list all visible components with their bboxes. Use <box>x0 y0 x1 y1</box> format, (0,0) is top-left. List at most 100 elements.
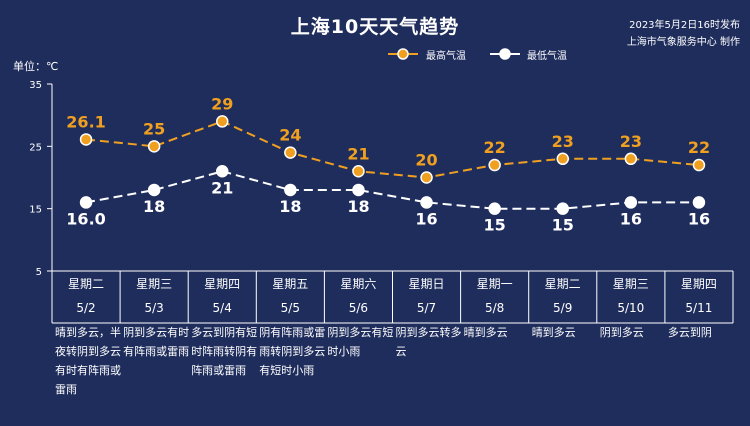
weekday-label: 星期四 <box>680 277 717 291</box>
weather-description: 阴到多云转多云 <box>395 326 462 358</box>
y-tick-label: 25 <box>29 142 42 153</box>
y-tick-label: 5 <box>36 267 42 278</box>
day-header: 星期一 5/8 <box>461 272 528 320</box>
chart-legend <box>388 48 520 60</box>
day-header: 星期二 5/2 <box>53 272 120 320</box>
chart-data-labels: 26.1 25 29 24 21 20 22 23 23 22 16.0 18 21 18 18 16 15 15… <box>66 94 710 234</box>
high-temp-label: 24 <box>279 126 301 145</box>
low-temp-label: 16 <box>415 209 437 228</box>
date-label: 5/10 <box>617 301 645 315</box>
weekday-label: 星期三 <box>136 277 173 291</box>
day-header: 星期日 5/7 <box>393 272 460 320</box>
low-temp-label: 18 <box>347 197 369 216</box>
chart-series <box>85 120 699 210</box>
weather-description: 阴到多云有短时小雨 <box>327 326 394 358</box>
low-temp-point <box>556 202 569 215</box>
low-temp-point <box>147 183 161 197</box>
low-temp-label: 18 <box>143 197 165 216</box>
high-temp-point <box>216 115 229 128</box>
unit-label: 单位：℃ <box>13 60 59 73</box>
low-temp-point <box>692 196 706 209</box>
high-temp-label: 25 <box>143 119 165 138</box>
low-temp-label: 16 <box>688 209 710 228</box>
date-label: 5/3 <box>144 301 164 315</box>
high-temp-point <box>556 152 569 166</box>
weather-description: 晴到多云 <box>463 326 508 339</box>
legend-high-marker <box>397 48 409 60</box>
high-temp-label: 26.1 <box>66 112 105 131</box>
low-temp-label: 16.0 <box>66 209 105 228</box>
legend-low-marker <box>499 48 511 60</box>
weekday-label: 星期二 <box>544 277 581 291</box>
high-temp-point <box>352 165 365 178</box>
day-header: 星期四 5/4 <box>189 272 256 320</box>
legend-high-label: 最高气温 <box>426 51 466 62</box>
high-temp-point <box>624 152 638 166</box>
high-temp-label: 20 <box>415 151 437 170</box>
weather-description: 多云到阴 <box>667 326 712 339</box>
low-temp-line <box>85 170 699 210</box>
low-temp-point <box>624 196 638 209</box>
high-temp-label: 23 <box>620 132 642 151</box>
day-header: 星期三 5/10 <box>597 272 664 320</box>
page-title: 上海10天天气趋势 <box>290 16 460 38</box>
low-temp-label: 15 <box>552 216 574 235</box>
date-label: 5/5 <box>280 301 300 315</box>
weather-description: 晴到多云 <box>531 326 576 339</box>
high-temp-label: 23 <box>552 132 574 151</box>
date-label: 5/9 <box>553 301 573 315</box>
high-temp-point <box>147 140 161 153</box>
low-temp-label: 18 <box>279 197 301 216</box>
high-temp-point <box>79 133 93 146</box>
high-temp-line <box>85 120 699 179</box>
weather-description: 阴到多云有时有阵雨或雷雨 <box>123 326 190 358</box>
date-label: 5/8 <box>484 301 505 315</box>
high-temp-point <box>488 158 501 172</box>
y-tick-label: 15 <box>29 205 42 216</box>
publish-info: 2023年5月2日16时发布 上海市气象服务中心 制作 <box>627 17 740 51</box>
low-temp-label: 21 <box>211 178 233 197</box>
weekday-label: 星期一 <box>476 277 513 291</box>
date-label: 5/2 <box>76 301 96 315</box>
date-label: 5/6 <box>348 301 369 315</box>
day-header: 星期六 5/6 <box>325 272 392 320</box>
weekday-label: 星期四 <box>204 277 241 291</box>
weekday-label: 星期日 <box>408 277 445 291</box>
publish-time: 2023年5月2日16时发布 <box>629 20 740 31</box>
weekday-label: 星期二 <box>67 277 104 291</box>
high-temp-point <box>284 146 297 159</box>
weather-description: 多云到阴有短时阵雨转阴有阵雨或雷雨 <box>191 326 258 377</box>
date-label: 5/4 <box>212 301 232 315</box>
high-temp-point <box>420 171 433 184</box>
chart-axes: 5 15 25 35 <box>29 80 734 324</box>
high-temp-label: 21 <box>347 144 369 163</box>
legend-low-label: 最低气温 <box>527 51 567 62</box>
low-temp-point <box>420 196 433 209</box>
weather-description: 阴有阵雨或雷雨转阴到多云有短时小雨 <box>259 326 326 377</box>
low-temp-point <box>79 196 93 209</box>
day-header: 星期五 5/5 <box>257 272 324 320</box>
low-temp-label: 15 <box>484 216 506 235</box>
high-temp-label: 22 <box>484 138 506 157</box>
low-temp-point <box>284 183 297 197</box>
low-temp-point <box>352 183 365 197</box>
low-temp-label: 16 <box>620 209 642 228</box>
high-temp-label: 22 <box>688 138 710 157</box>
high-temp-point <box>692 158 706 172</box>
weekday-label: 星期六 <box>340 277 377 291</box>
low-temp-point <box>488 202 501 215</box>
day-header: 星期三 5/3 <box>121 272 188 320</box>
producer-label: 上海市气象服务中心 制作 <box>626 37 740 48</box>
weekday-label: 星期五 <box>272 277 309 291</box>
high-temp-label: 29 <box>211 94 233 113</box>
date-label: 5/11 <box>685 301 713 315</box>
weather-description: 阴到多云 <box>599 326 644 339</box>
chart-points <box>79 115 706 215</box>
date-label: 5/7 <box>416 301 437 315</box>
weather-description: 晴到多云，半夜转阴到多云有时有阵雨或雷雨 <box>55 326 121 396</box>
weekday-label: 星期三 <box>612 277 649 291</box>
day-header: 星期四 5/11 <box>665 272 732 320</box>
y-tick-label: 35 <box>29 80 42 91</box>
day-header: 星期二 5/9 <box>529 272 596 320</box>
